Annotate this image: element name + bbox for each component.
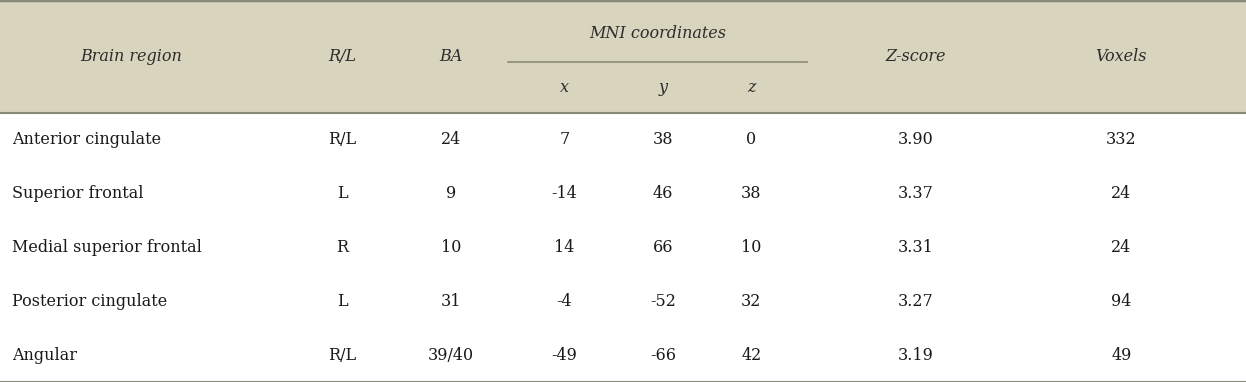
Text: 31: 31	[441, 293, 461, 310]
Text: 3.90: 3.90	[898, 131, 933, 148]
Text: 42: 42	[741, 346, 761, 364]
Text: L: L	[338, 293, 348, 310]
Text: 7: 7	[559, 131, 569, 148]
Text: 3.31: 3.31	[898, 239, 933, 256]
Text: 94: 94	[1111, 293, 1131, 310]
Text: Angular: Angular	[12, 346, 77, 364]
Text: z: z	[748, 79, 755, 96]
Text: 3.19: 3.19	[898, 346, 933, 364]
Text: 38: 38	[741, 185, 761, 202]
Text: 24: 24	[1111, 239, 1131, 256]
Text: 9: 9	[446, 185, 456, 202]
Text: Z-score: Z-score	[886, 48, 946, 65]
Text: 3.27: 3.27	[898, 293, 933, 310]
Text: -4: -4	[557, 293, 572, 310]
Text: Brain region: Brain region	[80, 48, 182, 65]
Text: 14: 14	[554, 239, 574, 256]
Bar	[0, 113, 1246, 382]
Text: -52: -52	[650, 293, 675, 310]
Text: Anterior cingulate: Anterior cingulate	[12, 131, 162, 148]
Text: Posterior cingulate: Posterior cingulate	[12, 293, 168, 310]
Text: 3.37: 3.37	[898, 185, 933, 202]
Text: 39/40: 39/40	[427, 346, 475, 364]
Text: 10: 10	[441, 239, 461, 256]
Text: 0: 0	[746, 131, 756, 148]
Text: 49: 49	[1111, 346, 1131, 364]
Text: Voxels: Voxels	[1095, 48, 1148, 65]
Text: Medial superior frontal: Medial superior frontal	[12, 239, 202, 256]
Bar	[0, 0, 1246, 113]
Text: -14: -14	[552, 185, 577, 202]
Text: x: x	[559, 79, 569, 96]
Text: MNI coordinates: MNI coordinates	[589, 25, 726, 42]
Text: -49: -49	[552, 346, 577, 364]
Text: 46: 46	[653, 185, 673, 202]
Text: R: R	[336, 239, 349, 256]
Text: 10: 10	[741, 239, 761, 256]
Text: 38: 38	[653, 131, 673, 148]
Text: 32: 32	[741, 293, 761, 310]
Text: -66: -66	[650, 346, 675, 364]
Text: BA: BA	[440, 48, 462, 65]
Text: 332: 332	[1106, 131, 1136, 148]
Text: 24: 24	[1111, 185, 1131, 202]
Text: R/L: R/L	[329, 346, 356, 364]
Text: R/L: R/L	[329, 131, 356, 148]
Text: y: y	[658, 79, 668, 96]
Text: R/L: R/L	[329, 48, 356, 65]
Text: 24: 24	[441, 131, 461, 148]
Text: 66: 66	[653, 239, 673, 256]
Text: Superior frontal: Superior frontal	[12, 185, 145, 202]
Text: L: L	[338, 185, 348, 202]
